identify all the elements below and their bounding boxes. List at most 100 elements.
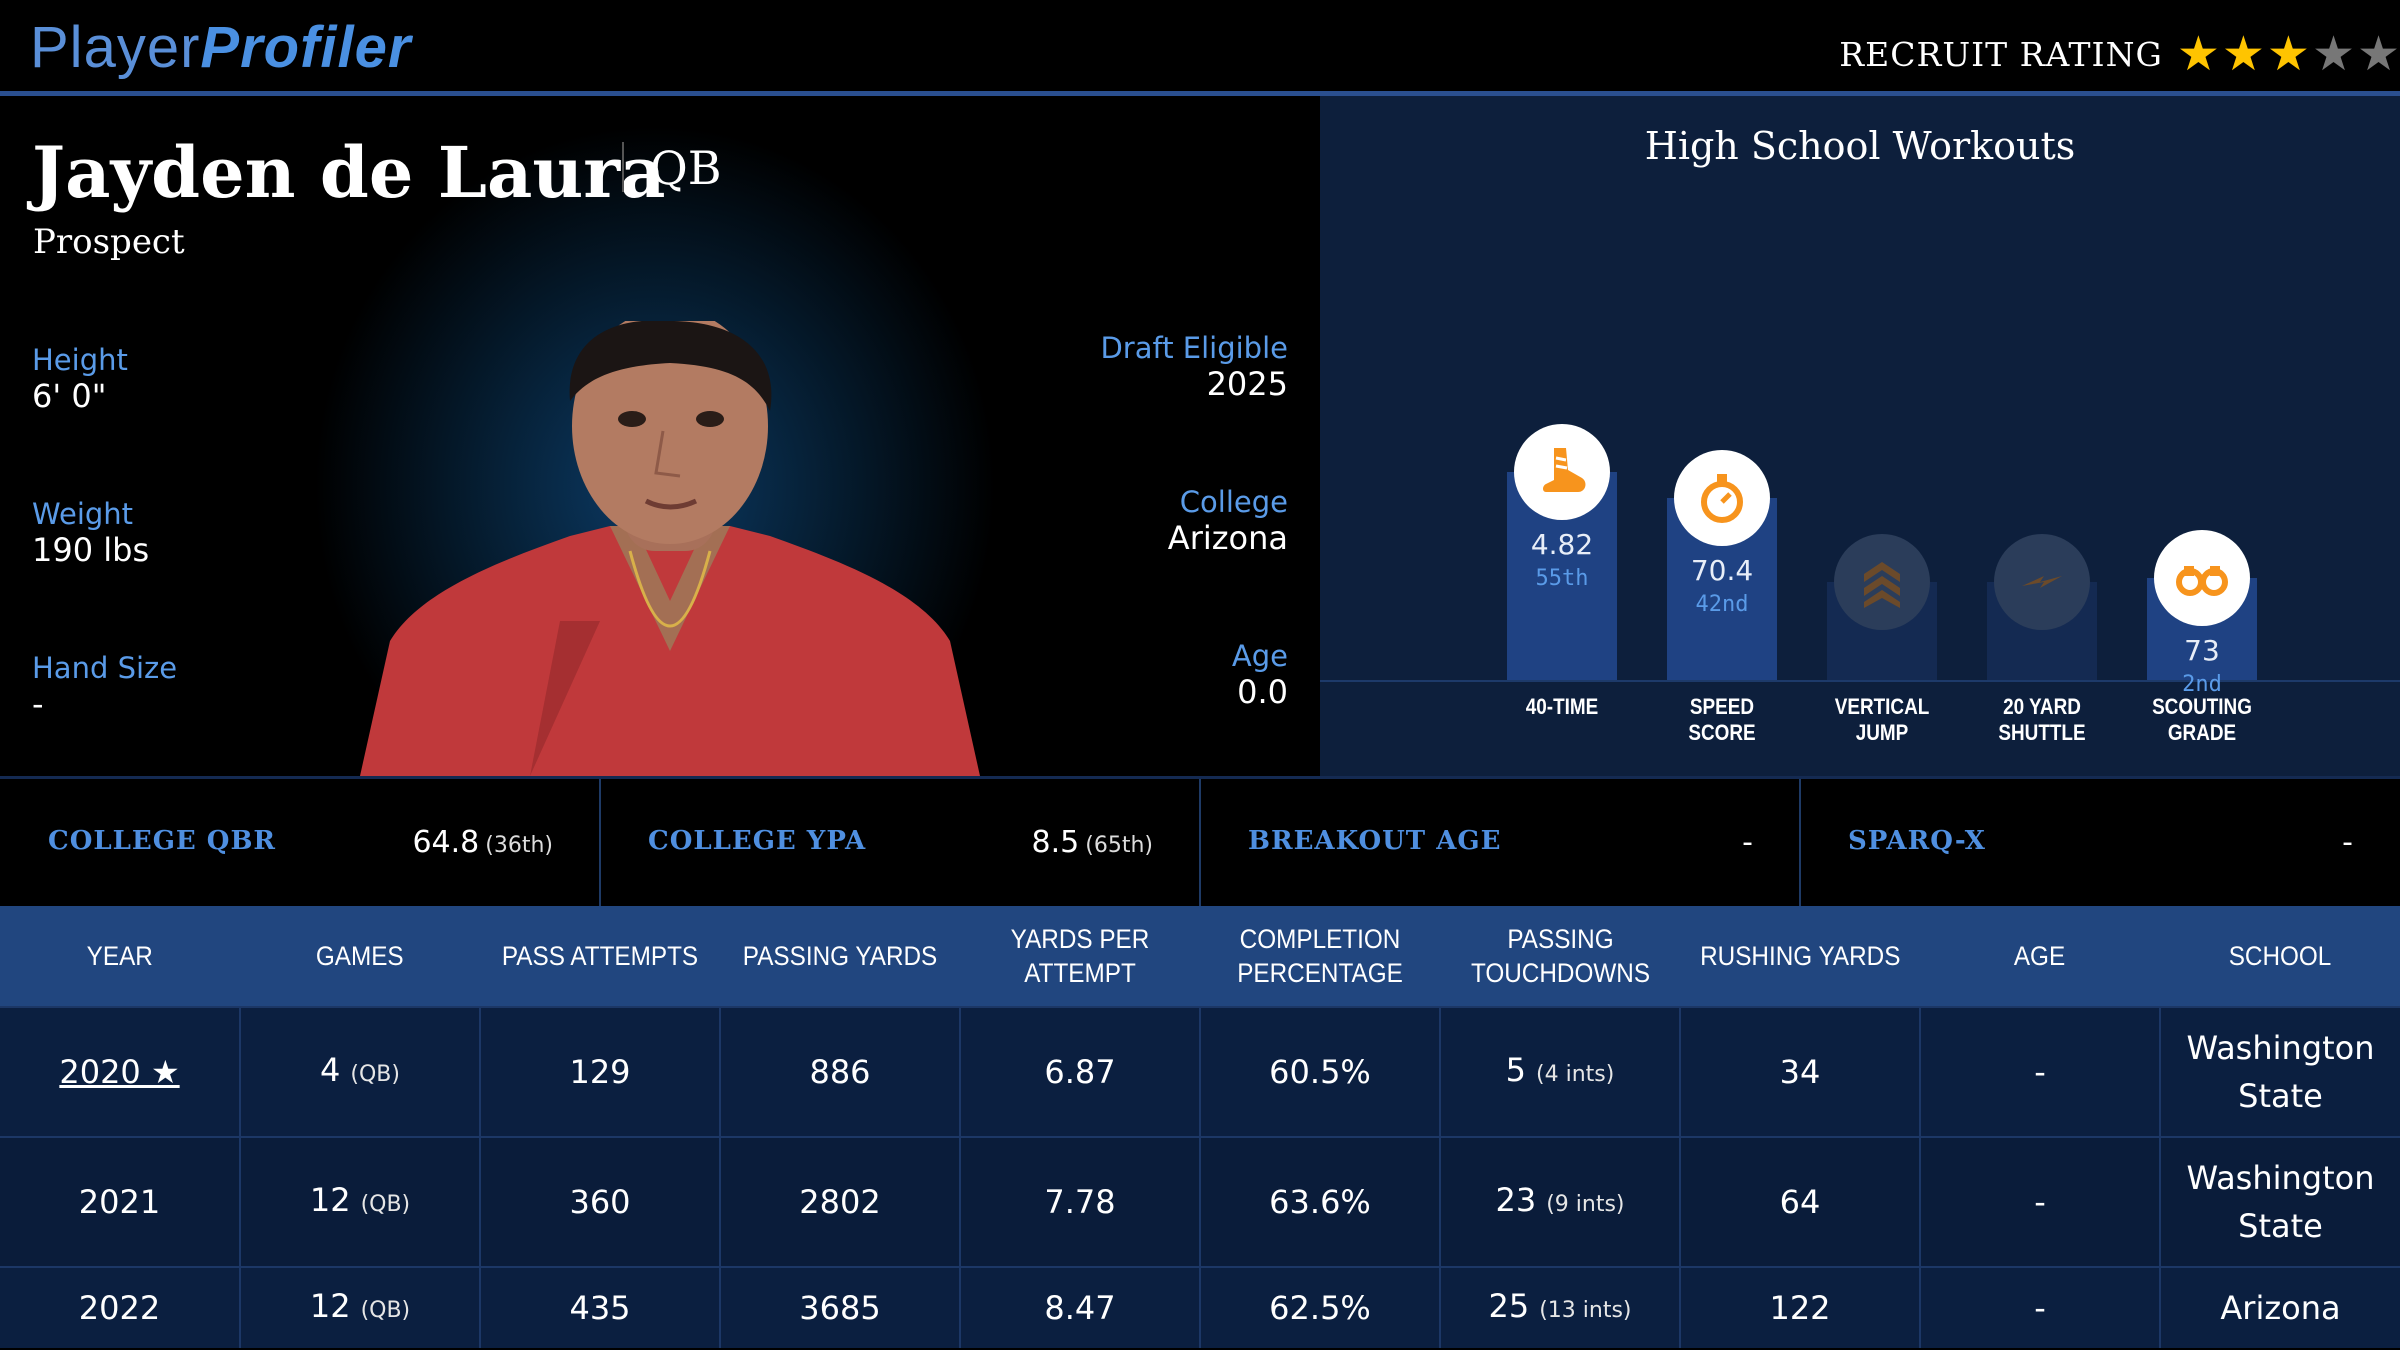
- metric-number: -: [2342, 825, 2353, 860]
- cell-age: -: [1920, 1006, 2161, 1137]
- workout-20-yard-shuttle[interactable]: 20 YARD SHUTTLE: [1962, 96, 2122, 745]
- workout-speed-score[interactable]: 70.4 42nd SPEED SCORE: [1642, 96, 1802, 745]
- games-value: 12: [309, 1180, 351, 1219]
- games-position: (QB): [360, 1297, 411, 1323]
- name-divider: [622, 142, 624, 192]
- cell-completion-percentage: 60.5%: [1200, 1006, 1441, 1137]
- workout-scouting-grade[interactable]: 73 2nd SCOUTING GRADE: [2122, 96, 2282, 745]
- metric-number: 64.8: [412, 825, 480, 860]
- column-header-completion-percentage[interactable]: COMPLETION PERCENTAGE: [1200, 906, 1440, 1007]
- workout-value: 70.4: [1690, 554, 1754, 587]
- workout-label: SCOUTING GRADE: [2133, 694, 2271, 746]
- column-header-age[interactable]: AGE: [1920, 906, 2160, 1007]
- metric-label: COLLEGE QBR: [48, 826, 277, 856]
- cell-passing-touchdowns: 25 (13 ints): [1440, 1266, 1681, 1348]
- player-position: QB: [650, 141, 722, 195]
- column-header-pass-attempts[interactable]: PASS ATTEMPTS: [480, 906, 720, 1007]
- column-header-school[interactable]: SCHOOL: [2160, 906, 2400, 1007]
- star-filled-icon: ★: [2176, 26, 2220, 82]
- workout-percentile: 42nd: [1695, 592, 1749, 617]
- metric-breakout-age: BREAKOUT AGE -: [1200, 779, 1801, 907]
- college-field: College Arizona: [1168, 484, 1288, 556]
- cell-school: Arizona: [2160, 1266, 2400, 1348]
- column-header-yards-per-attempt[interactable]: YARDS PER ATTEMPT: [960, 906, 1200, 1007]
- column-header-label: PASSING TOUCHDOWNS: [1470, 924, 1650, 988]
- metric-percentile: (65th): [1085, 833, 1153, 858]
- height-value: 6' 0": [32, 377, 107, 415]
- games-value: 12: [309, 1286, 351, 1325]
- column-header-games[interactable]: GAMES: [240, 906, 480, 1007]
- cell-pass-attempts: 360: [480, 1136, 721, 1267]
- cell-yards-per-attempt: 6.87: [960, 1006, 1201, 1137]
- column-header-passing-yards[interactable]: PASSING YARDS: [720, 906, 960, 1007]
- year-link[interactable]: 2020 ★: [59, 1053, 180, 1091]
- metric-sparq-x: SPARQ-X -: [1800, 779, 2399, 907]
- games-value: 4: [320, 1050, 341, 1089]
- draft-eligible-value: 2025: [1206, 365, 1288, 403]
- binoculars-icon: [2154, 530, 2250, 626]
- star-filled-icon: ★: [2266, 26, 2310, 82]
- column-header-label: SCHOOL: [2228, 941, 2332, 971]
- recruit-rating: RECRUIT RATING ★★★★★: [1839, 28, 2400, 80]
- workout-label-line1: 40-TIME: [1525, 694, 1599, 719]
- lightning-icon: [1994, 534, 2090, 630]
- workouts-baseline: [1320, 680, 2400, 682]
- top-bar: PlayerProfiler RECRUIT RATING ★★★★★: [0, 0, 2400, 96]
- cell-passing-yards: 3685: [720, 1266, 961, 1348]
- column-header-label: GAMES: [316, 941, 404, 971]
- height-field: Height 6' 0": [32, 342, 128, 414]
- weight-field: Weight 190 lbs: [32, 496, 149, 568]
- weight-label: Weight: [32, 497, 134, 531]
- metric-value: -: [2342, 825, 2353, 860]
- interceptions: (13 ints): [1539, 1297, 1632, 1323]
- cell-completion-percentage: 63.6%: [1200, 1136, 1441, 1267]
- touchdowns-value: 23: [1495, 1180, 1537, 1219]
- workout-percentile: 55th: [1535, 566, 1589, 591]
- column-header-passing-touchdowns[interactable]: PASSING TOUCHDOWNS: [1440, 906, 1680, 1007]
- recruit-rating-label: RECRUIT RATING: [1839, 34, 2163, 74]
- cell-yards-per-attempt: 8.47: [960, 1266, 1201, 1348]
- column-header-label: AGE: [2014, 941, 2066, 971]
- player-name: Jayden de Laura: [32, 131, 666, 214]
- column-header-label: COMPLETION PERCENTAGE: [1237, 924, 1403, 988]
- age-field: Age 0.0: [1232, 638, 1288, 710]
- cell-passing-yards: 2802: [720, 1136, 961, 1267]
- college-value: Arizona: [1167, 519, 1288, 557]
- workout-label-line2: JUMP: [1855, 720, 1909, 745]
- metric-college-ypa: COLLEGE YPA 8.5 (65th): [600, 779, 1201, 907]
- metric-number: -: [1742, 825, 1753, 860]
- college-label: College: [1179, 485, 1288, 519]
- workout-label: SPEED SCORE: [1653, 694, 1791, 746]
- metrics-row: COLLEGE QBR 64.8 (36th) COLLEGE YPA 8.5 (6…: [0, 776, 2400, 907]
- hand-size-label: Hand Size: [32, 651, 178, 685]
- column-header-year[interactable]: YEAR: [0, 906, 240, 1007]
- games-position: (QB): [350, 1061, 400, 1087]
- hand-size-field: Hand Size -: [32, 650, 177, 722]
- workout-label-line2: SHUTTLE: [1998, 720, 2086, 745]
- metric-value: -: [1742, 825, 1753, 860]
- age-label: Age: [1231, 639, 1288, 673]
- height-label: Height: [32, 343, 128, 377]
- workout-vertical-jump[interactable]: VERTICAL JUMP: [1802, 96, 1962, 745]
- table-header-row: YEAR GAMES PASS ATTEMPTS PASSING YARDS YARDS…: [0, 906, 2400, 1007]
- star-filled-icon: ★: [2221, 26, 2265, 82]
- column-header-label: YARDS PER ATTEMPT: [1010, 924, 1150, 988]
- column-header-label: RUSHING YARDS: [1699, 941, 1901, 971]
- cell-year[interactable]: 2020 ★: [0, 1006, 241, 1137]
- draft-eligible-field: Draft Eligible 2025: [1100, 330, 1288, 402]
- workout-label-line1: SPEED: [1689, 694, 1755, 719]
- workout-percentile: 2nd: [2182, 672, 2222, 697]
- weight-value: 190 lbs: [32, 531, 150, 569]
- cell-age: -: [1920, 1136, 2161, 1267]
- cell-passing-touchdowns: 5 (4 ints): [1440, 1006, 1681, 1137]
- cell-yards-per-attempt: 7.78: [960, 1136, 1201, 1267]
- column-header-rushing-yards[interactable]: RUSHING YARDS: [1680, 906, 1920, 1007]
- workout-label-line2: SCORE: [1688, 720, 1756, 745]
- player-profiler-logo[interactable]: PlayerProfiler: [30, 8, 411, 88]
- touchdowns-value: 25: [1488, 1286, 1530, 1325]
- workout-40-time[interactable]: 4.82 55th 40-TIME: [1482, 96, 1642, 719]
- table-row: 2021 12 (QB) 360 2802 7.78 63.6% 23 (9 ints) 64- W…: [0, 1136, 2400, 1267]
- metric-value: 64.8 (36th): [412, 825, 553, 860]
- cell-year: 2021: [0, 1136, 241, 1267]
- cell-school: Washington State: [2160, 1006, 2400, 1137]
